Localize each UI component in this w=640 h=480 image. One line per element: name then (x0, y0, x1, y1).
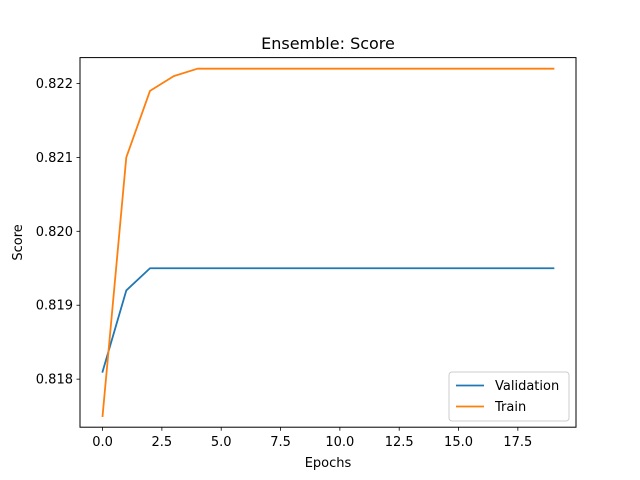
legend-label-validation: Validation (495, 379, 559, 394)
plot-frame (79, 57, 577, 428)
x-tick-label: 0.0 (92, 435, 113, 450)
y-tick-label: 0.820 (36, 225, 73, 240)
x-tick-label: 17.5 (503, 435, 532, 450)
x-tick-label: 12.5 (385, 435, 414, 450)
x-axis-label: Epochs (305, 456, 352, 471)
legend: Validation Train (448, 371, 570, 422)
y-tick-label: 0.822 (36, 77, 73, 92)
y-axis-label: Score (11, 224, 26, 260)
x-tick-label: 10.0 (325, 435, 354, 450)
series-line-train (101, 67, 555, 418)
series-line-validation (101, 267, 555, 373)
x-tick-label: 7.5 (270, 435, 291, 450)
x-tick-label: 2.5 (152, 435, 173, 450)
plot-area (101, 67, 555, 418)
x-tick-label: 5.0 (211, 435, 232, 450)
chart-title: Ensemble: Score (261, 34, 395, 53)
y-axis: 0.818 0.819 0.820 0.821 0.822 (36, 77, 80, 388)
x-axis: 0.0 2.5 5.0 7.5 10.0 12.5 15.0 17.5 (92, 427, 532, 450)
legend-label-train: Train (494, 400, 526, 415)
legend-box (448, 371, 570, 422)
x-tick-label: 15.0 (444, 435, 473, 450)
y-tick-label: 0.819 (36, 299, 73, 314)
y-tick-label: 0.818 (36, 373, 73, 388)
y-tick-label: 0.821 (36, 151, 73, 166)
